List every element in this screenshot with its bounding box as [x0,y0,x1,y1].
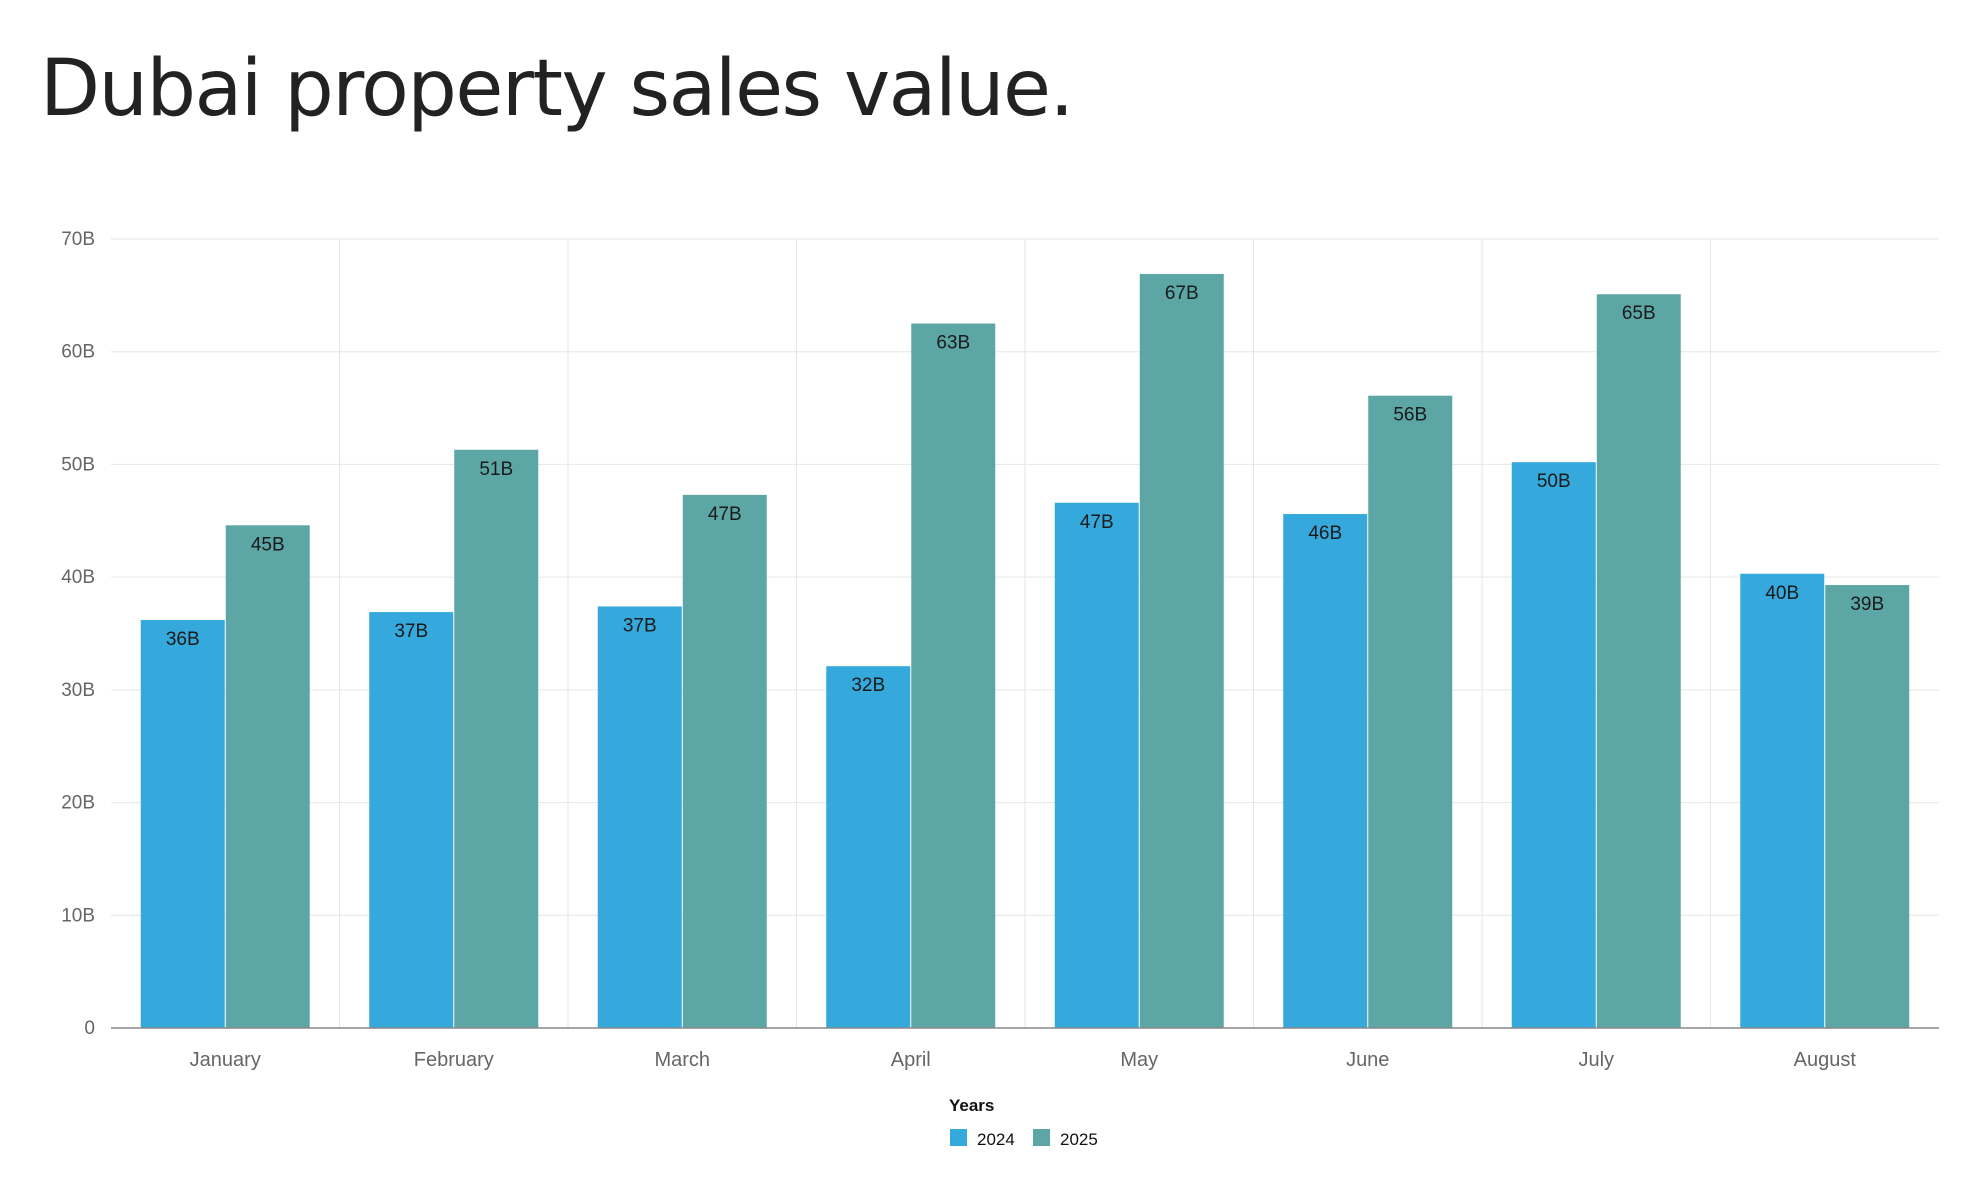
data-label: 50B [1537,471,1571,492]
bar-2025-march [682,494,767,1028]
data-label: 56B [1393,405,1427,426]
x-tick-label: May [1120,1049,1158,1071]
x-tick-label: June [1346,1049,1389,1071]
x-tick-label: March [654,1049,710,1071]
data-label: 37B [623,615,657,636]
y-tick-label: 20B [61,793,95,814]
data-label: 36B [166,629,200,650]
x-tick-label: July [1578,1049,1614,1071]
bar-2024-july [1511,462,1596,1028]
bar-2025-january [225,525,310,1028]
x-tick-label: August [1794,1049,1857,1071]
bar-2025-april [911,323,996,1028]
bar-2024-january [140,619,225,1028]
legend-swatch-2024 [950,1129,967,1146]
y-tick-label: 40B [61,567,95,588]
x-tick-label: January [190,1049,261,1071]
data-label: 37B [394,621,428,642]
bar-2025-february [454,449,539,1028]
data-label: 67B [1165,283,1199,304]
legend-title: Years [949,1096,994,1115]
data-label: 45B [251,534,285,555]
data-label: 47B [708,504,742,525]
data-label: 65B [1622,303,1656,324]
bar-2024-february [369,612,454,1028]
data-label: 39B [1850,594,1884,615]
bar-2024-march [597,606,682,1028]
y-tick-label: 70B [61,229,95,250]
y-tick-label: 60B [61,342,95,363]
bar-2024-august [1740,573,1825,1028]
data-label: 51B [479,459,513,480]
legend-label: 2024 [977,1130,1015,1149]
data-label: 63B [936,333,970,354]
bar-2024-june [1283,514,1368,1028]
data-label: 47B [1080,512,1114,533]
x-tick-label: February [414,1049,494,1071]
x-tick-label: April [891,1049,931,1071]
bar-2025-august [1825,585,1910,1028]
y-tick-label: 50B [61,454,95,475]
y-tick-label: 0 [84,1018,95,1039]
chart-title: Dubai property sales value. [40,44,1074,134]
data-label: 46B [1308,523,1342,544]
legend-swatch-2025 [1033,1129,1050,1146]
bar-2025-june [1368,395,1453,1028]
data-label: 40B [1765,583,1799,604]
legend-label: 2025 [1060,1130,1098,1149]
bar-2025-may [1139,273,1224,1029]
bar-2024-april [826,666,911,1028]
y-tick-label: 30B [61,680,95,701]
bar-2024-may [1054,502,1139,1028]
y-tick-label: 10B [61,905,95,926]
bar-2025-july [1596,294,1681,1029]
data-label: 32B [851,675,885,696]
